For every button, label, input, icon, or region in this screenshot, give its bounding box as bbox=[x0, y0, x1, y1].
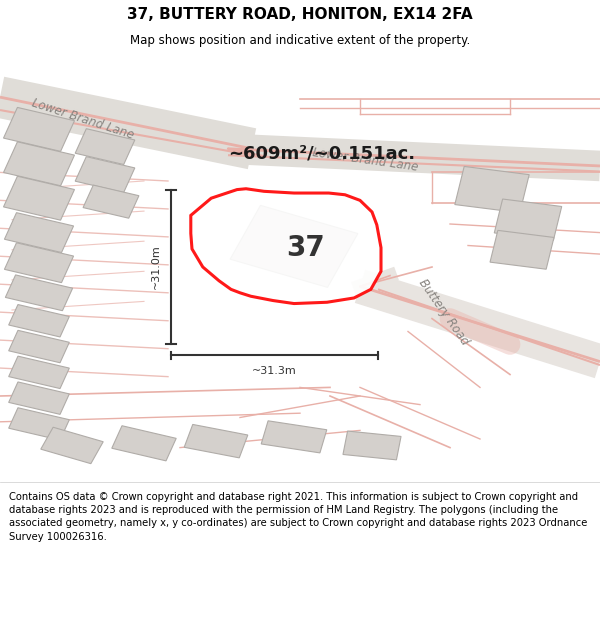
Polygon shape bbox=[112, 426, 176, 461]
Polygon shape bbox=[4, 142, 74, 186]
Polygon shape bbox=[8, 331, 70, 362]
Polygon shape bbox=[4, 107, 74, 151]
Polygon shape bbox=[83, 185, 139, 218]
Polygon shape bbox=[191, 189, 381, 304]
Polygon shape bbox=[41, 428, 103, 464]
Polygon shape bbox=[5, 275, 73, 311]
Polygon shape bbox=[184, 424, 248, 458]
Text: Lower Brand Lane: Lower Brand Lane bbox=[312, 146, 419, 174]
Polygon shape bbox=[455, 166, 529, 212]
Text: Lower Brand Lane: Lower Brand Lane bbox=[30, 96, 136, 141]
Polygon shape bbox=[261, 421, 327, 453]
Text: ~31.0m: ~31.0m bbox=[151, 244, 161, 289]
Text: Contains OS data © Crown copyright and database right 2021. This information is : Contains OS data © Crown copyright and d… bbox=[9, 492, 587, 542]
Polygon shape bbox=[494, 199, 562, 241]
Text: ~31.3m: ~31.3m bbox=[252, 366, 297, 376]
Text: Buttery Road: Buttery Road bbox=[416, 277, 472, 348]
Text: 37: 37 bbox=[287, 234, 325, 262]
Polygon shape bbox=[75, 157, 135, 192]
Text: ~609m²/~0.151ac.: ~609m²/~0.151ac. bbox=[228, 144, 415, 162]
Polygon shape bbox=[230, 206, 358, 288]
Polygon shape bbox=[4, 242, 74, 282]
Polygon shape bbox=[8, 382, 70, 414]
Polygon shape bbox=[490, 231, 554, 269]
Polygon shape bbox=[75, 129, 135, 164]
Polygon shape bbox=[343, 431, 401, 460]
Polygon shape bbox=[8, 356, 70, 389]
Polygon shape bbox=[4, 176, 74, 220]
Polygon shape bbox=[8, 408, 70, 440]
Text: 37, BUTTERY ROAD, HONITON, EX14 2FA: 37, BUTTERY ROAD, HONITON, EX14 2FA bbox=[127, 7, 473, 22]
Polygon shape bbox=[8, 304, 70, 337]
Text: Map shows position and indicative extent of the property.: Map shows position and indicative extent… bbox=[130, 34, 470, 47]
Polygon shape bbox=[4, 213, 74, 253]
